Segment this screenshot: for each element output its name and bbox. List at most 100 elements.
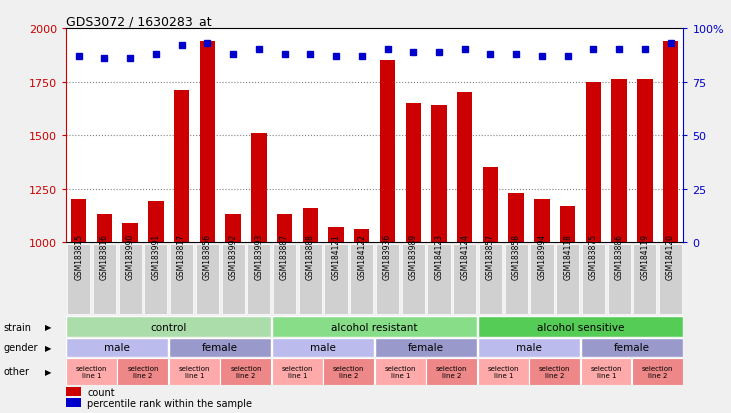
Text: GSM183817: GSM183817 (177, 233, 186, 279)
Bar (586, 82, 601, 242)
Text: GSM184124: GSM184124 (461, 233, 469, 279)
FancyBboxPatch shape (247, 244, 270, 315)
Text: GSM183886: GSM183886 (615, 233, 624, 279)
FancyBboxPatch shape (272, 338, 374, 357)
Bar (406, 104, 421, 242)
Bar (122, 223, 138, 242)
FancyBboxPatch shape (144, 244, 167, 315)
Text: selection
line 2: selection line 2 (539, 365, 571, 378)
Text: GSM184123: GSM184123 (434, 233, 444, 279)
Text: selection
line 2: selection line 2 (230, 365, 262, 378)
Text: selection
line 2: selection line 2 (436, 365, 468, 378)
Bar (200, 42, 215, 242)
Text: selection
line 1: selection line 1 (591, 365, 622, 378)
Text: GSM183858: GSM183858 (512, 233, 520, 279)
Bar (354, 230, 369, 242)
Bar (482, 168, 499, 242)
Text: male: male (310, 342, 336, 352)
FancyBboxPatch shape (272, 358, 322, 385)
Text: GSM183989: GSM183989 (409, 233, 417, 279)
FancyBboxPatch shape (453, 244, 477, 315)
FancyBboxPatch shape (374, 358, 425, 385)
Text: selection
line 2: selection line 2 (642, 365, 673, 378)
Text: GSM183887: GSM183887 (280, 233, 289, 279)
FancyBboxPatch shape (633, 244, 656, 315)
FancyBboxPatch shape (607, 244, 631, 315)
Text: female: female (408, 342, 444, 352)
Bar (560, 206, 575, 242)
Text: selection
line 1: selection line 1 (385, 365, 416, 378)
Bar (225, 215, 240, 242)
Text: ▶: ▶ (45, 343, 52, 352)
FancyBboxPatch shape (325, 244, 348, 315)
FancyBboxPatch shape (273, 244, 296, 315)
FancyBboxPatch shape (374, 338, 477, 357)
Text: control: control (151, 322, 187, 332)
FancyBboxPatch shape (504, 244, 528, 315)
Text: GSM184122: GSM184122 (357, 234, 366, 279)
Text: GSM183994: GSM183994 (537, 233, 547, 279)
FancyBboxPatch shape (556, 244, 579, 315)
Text: alcohol resistant: alcohol resistant (331, 322, 418, 332)
FancyBboxPatch shape (479, 244, 502, 315)
Bar (174, 91, 189, 242)
Text: female: female (202, 342, 238, 352)
FancyBboxPatch shape (350, 244, 374, 315)
FancyBboxPatch shape (66, 338, 168, 357)
Bar (431, 106, 447, 242)
Bar (66, 387, 81, 396)
FancyBboxPatch shape (477, 358, 529, 385)
FancyBboxPatch shape (196, 244, 219, 315)
FancyBboxPatch shape (401, 244, 425, 315)
FancyBboxPatch shape (531, 244, 553, 315)
FancyBboxPatch shape (376, 244, 399, 315)
Bar (611, 80, 627, 242)
Bar (277, 215, 292, 242)
Text: percentile rank within the sample: percentile rank within the sample (88, 398, 252, 408)
Text: selection
line 1: selection line 1 (281, 365, 313, 378)
Text: GSM184121: GSM184121 (332, 234, 341, 279)
Bar (303, 209, 318, 242)
FancyBboxPatch shape (426, 358, 477, 385)
Bar (148, 202, 164, 242)
Bar (251, 134, 267, 242)
Bar (457, 93, 472, 242)
Text: selection
line 1: selection line 1 (488, 365, 519, 378)
Bar (534, 200, 550, 242)
FancyBboxPatch shape (477, 338, 580, 357)
FancyBboxPatch shape (477, 317, 683, 337)
Text: ▶: ▶ (45, 367, 52, 376)
FancyBboxPatch shape (118, 244, 142, 315)
FancyBboxPatch shape (66, 317, 271, 337)
Text: male: male (516, 342, 542, 352)
Text: selection
line 1: selection line 1 (76, 365, 107, 378)
Text: male: male (105, 342, 130, 352)
FancyBboxPatch shape (529, 358, 580, 385)
FancyBboxPatch shape (170, 244, 193, 315)
FancyBboxPatch shape (632, 358, 683, 385)
Text: ▶: ▶ (45, 322, 52, 331)
Text: GDS3072 / 1630283_at: GDS3072 / 1630283_at (66, 15, 211, 28)
Text: GSM183856: GSM183856 (202, 233, 212, 279)
Text: GSM183815: GSM183815 (74, 233, 83, 279)
Text: GSM183990: GSM183990 (126, 233, 135, 279)
FancyBboxPatch shape (169, 358, 220, 385)
FancyBboxPatch shape (117, 358, 168, 385)
Text: other: other (4, 366, 30, 377)
FancyBboxPatch shape (93, 244, 116, 315)
FancyBboxPatch shape (580, 358, 632, 385)
FancyBboxPatch shape (428, 244, 450, 315)
Bar (509, 193, 524, 242)
Text: strain: strain (4, 322, 31, 332)
Text: GSM183993: GSM183993 (254, 233, 263, 279)
Text: count: count (88, 387, 115, 396)
Text: GSM184120: GSM184120 (666, 233, 675, 279)
Bar (71, 200, 86, 242)
FancyBboxPatch shape (659, 244, 682, 315)
Bar (380, 61, 395, 242)
FancyBboxPatch shape (582, 244, 605, 315)
FancyBboxPatch shape (323, 358, 374, 385)
Bar (96, 215, 112, 242)
Text: GSM183992: GSM183992 (229, 233, 238, 279)
FancyBboxPatch shape (221, 244, 245, 315)
